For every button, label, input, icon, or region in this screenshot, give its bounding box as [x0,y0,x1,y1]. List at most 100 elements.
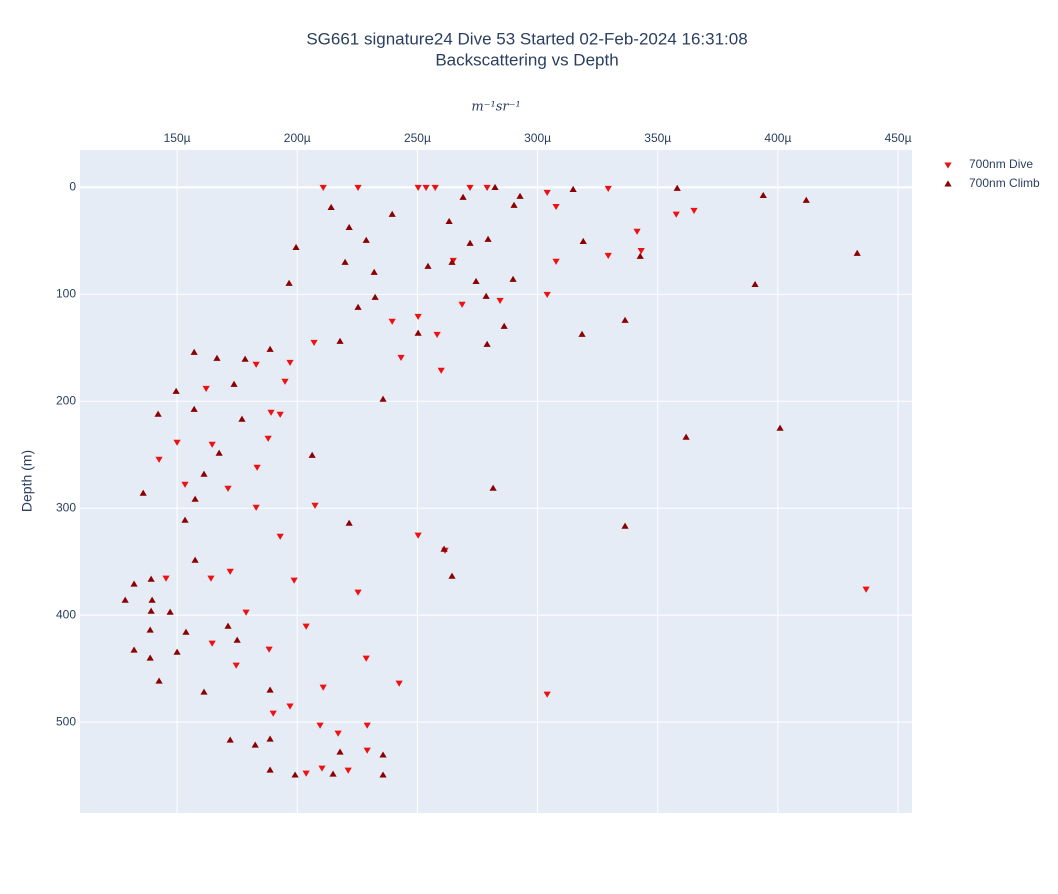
point [336,337,344,344]
point [604,252,612,260]
point [266,345,274,352]
point [334,730,342,737]
point [241,355,249,362]
point [208,640,216,647]
point [414,184,422,192]
point [252,361,260,368]
point [173,648,181,655]
point [207,575,215,582]
point [224,485,232,492]
point [166,608,174,615]
point [379,751,387,758]
point [224,622,232,629]
point [252,504,260,511]
point [190,348,198,355]
point [155,456,163,463]
point [776,424,784,431]
point [466,239,474,246]
x-tick-label: 300µ [524,131,551,145]
point [543,691,551,698]
point [354,184,362,192]
point [130,646,138,653]
point [363,747,371,754]
point [265,646,273,653]
point [286,703,294,710]
point [466,184,474,192]
point [232,662,240,669]
point [148,596,156,603]
point [264,435,272,442]
point [482,292,490,299]
point [329,770,337,777]
point [472,277,480,284]
point [215,449,223,456]
point [437,367,445,374]
point [802,196,810,203]
point [484,235,492,242]
point [578,330,586,337]
point [316,722,324,729]
y-tick-label: 500 [56,714,76,728]
point [341,258,349,265]
point [448,258,456,265]
x-tick-label: 400µ [764,131,791,145]
point [433,331,441,338]
y-tick-label: 200 [56,393,76,407]
point [483,184,491,192]
y-tick-label: 300 [56,500,76,514]
y-tick-label: 0 [69,180,76,194]
point [251,741,259,748]
point [290,577,298,584]
point [147,607,155,614]
point [242,609,250,616]
point [230,380,238,387]
point [422,184,430,192]
chart-title: SG661 signature24 Dive 53 Started 02-Feb… [306,29,747,48]
point [496,297,504,304]
point [154,410,162,417]
point [172,387,180,394]
point [397,354,405,361]
point [310,339,318,346]
point [510,201,518,208]
point [509,275,517,282]
point [146,654,154,661]
point [388,210,396,217]
point [414,313,422,320]
x-tick-label: 350µ [644,131,671,145]
y-axis-title: Depth (m) [19,450,35,512]
x-tick-label: 150µ [164,131,191,145]
point [155,677,163,684]
point [388,318,396,325]
point [621,316,629,323]
point [500,322,508,329]
point [448,572,456,579]
point [414,532,422,539]
point [862,586,870,593]
point [483,340,491,347]
point [489,484,497,491]
point [853,249,861,256]
point [354,303,362,310]
point [445,217,453,224]
point [302,623,310,630]
point [213,354,221,361]
plot-area [80,150,912,813]
y-tick-label: 100 [56,287,76,301]
point [121,596,129,603]
point [190,405,198,412]
point [552,203,560,211]
point [253,464,261,471]
point [579,237,587,244]
point [379,395,387,402]
point [543,291,551,298]
point [690,207,698,215]
point [621,522,629,529]
point [200,470,208,477]
point [182,628,190,635]
point [285,279,293,286]
x-tick-label: 250µ [404,131,431,145]
x-tick-label: 450µ [885,131,912,145]
point [319,184,327,192]
